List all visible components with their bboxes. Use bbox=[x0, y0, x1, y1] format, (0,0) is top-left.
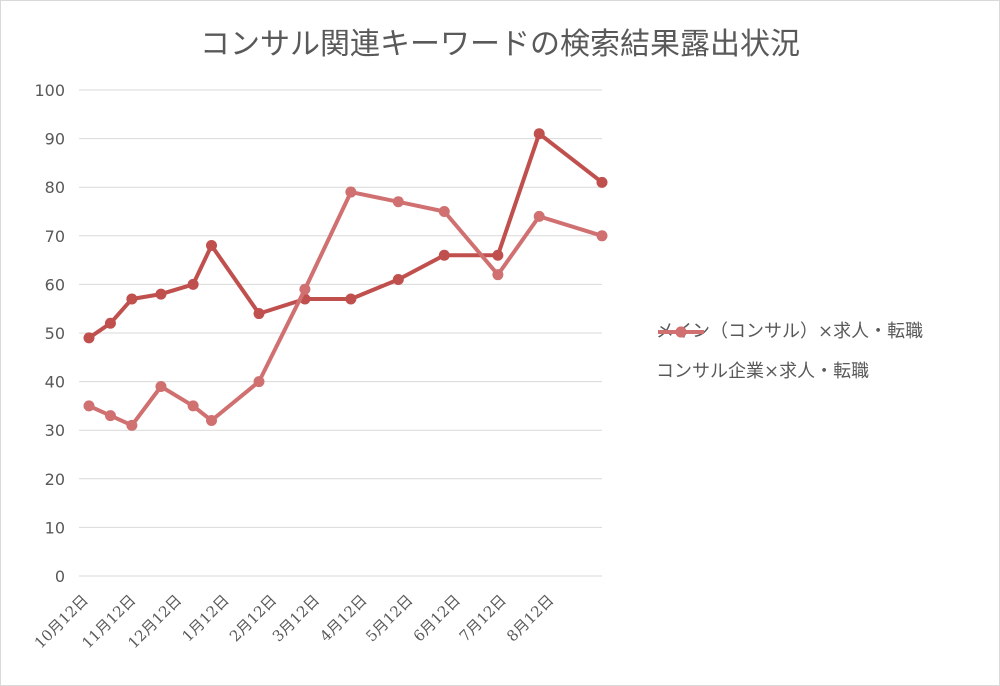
x-tick-label: 5月12日 bbox=[362, 591, 416, 645]
legend-key-company bbox=[658, 326, 704, 338]
data-point bbox=[392, 274, 404, 286]
data-point bbox=[206, 240, 218, 252]
data-point bbox=[345, 293, 357, 305]
series-1 bbox=[83, 186, 608, 431]
data-point bbox=[392, 196, 404, 208]
legend: メイン（コンサル）×求人・転職 コンサル企業×求人・転職 bbox=[656, 319, 986, 399]
data-point bbox=[596, 230, 608, 242]
y-tick-label: 80 bbox=[45, 178, 65, 197]
data-point bbox=[492, 249, 504, 261]
y-axis-ticks: 0 10 20 30 40 50 60 70 80 90 100 bbox=[34, 81, 65, 586]
data-point bbox=[253, 376, 265, 388]
y-tick-label: 60 bbox=[45, 275, 65, 294]
x-tick-label: 6月12日 bbox=[410, 591, 464, 645]
y-tick-label: 40 bbox=[45, 373, 65, 392]
x-tick-label: 1月12日 bbox=[179, 591, 233, 645]
data-point bbox=[83, 332, 95, 344]
legend-label-company: コンサル企業×求人・転職 bbox=[656, 361, 870, 382]
x-tick-label: 4月12日 bbox=[316, 591, 370, 645]
data-point bbox=[83, 400, 95, 412]
y-tick-label: 70 bbox=[45, 227, 65, 246]
data-point bbox=[596, 176, 608, 188]
legend-label-main: メイン（コンサル）×求人・転職 bbox=[656, 321, 924, 342]
series-line-1 bbox=[88, 190, 603, 428]
data-point bbox=[126, 419, 138, 431]
data-point bbox=[492, 269, 504, 281]
data-point bbox=[253, 308, 265, 320]
data-point bbox=[345, 186, 357, 198]
x-tick-label: 3月12日 bbox=[269, 591, 323, 645]
chart-title: コンサル関連キーワードの検索結果露出状況 bbox=[200, 27, 800, 62]
series-layer bbox=[83, 128, 608, 431]
x-tick-label: 8月12日 bbox=[503, 591, 557, 645]
y-tick-label: 30 bbox=[45, 421, 65, 440]
data-point bbox=[155, 380, 167, 392]
y-tick-label: 20 bbox=[45, 470, 65, 489]
x-tick-label: 7月12日 bbox=[456, 591, 510, 645]
data-point bbox=[438, 249, 450, 261]
data-point bbox=[206, 414, 218, 426]
data-point bbox=[533, 210, 545, 222]
y-tick-label: 0 bbox=[55, 567, 65, 586]
data-point bbox=[187, 278, 199, 290]
data-point bbox=[126, 293, 138, 305]
gridlines bbox=[79, 89, 602, 577]
data-point bbox=[187, 400, 199, 412]
x-axis-ticks: 10月12日11月12日12月12日1月12日2月12日3月12日4月12日5月… bbox=[31, 591, 557, 652]
y-tick-label: 100 bbox=[34, 81, 65, 100]
data-point bbox=[533, 128, 545, 140]
data-point bbox=[438, 206, 450, 217]
y-tick-label: 10 bbox=[45, 518, 65, 537]
x-tick-label: 2月12日 bbox=[226, 591, 280, 645]
legend-item-company: コンサル企業×求人・転職 bbox=[656, 326, 986, 385]
data-point bbox=[155, 288, 167, 300]
data-point bbox=[299, 283, 311, 295]
y-tick-label: 50 bbox=[45, 324, 65, 343]
data-point bbox=[104, 317, 116, 329]
series-0 bbox=[83, 128, 608, 344]
y-tick-label: 90 bbox=[45, 130, 65, 149]
data-point bbox=[104, 410, 116, 422]
